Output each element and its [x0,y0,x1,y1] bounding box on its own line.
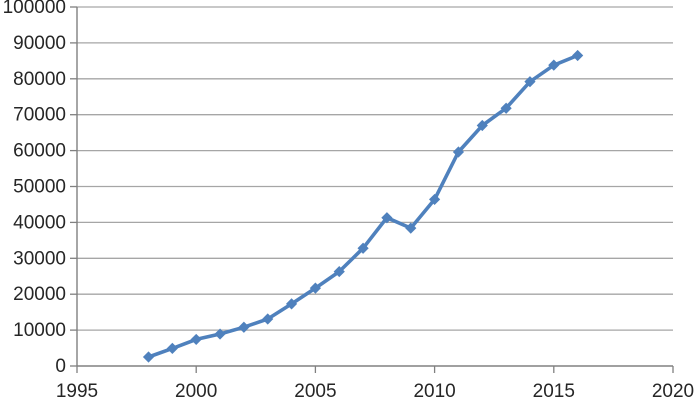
data-point-2009 [405,222,417,234]
x-tick-label-2020: 2020 [652,381,694,401]
y-tick-label-100000: 100000 [3,0,66,18]
y-tick-label-20000: 20000 [13,284,66,305]
x-tick-label-2015: 2015 [533,381,575,401]
x-tick-label-1995: 1995 [56,381,98,401]
data-point-2005 [309,282,321,294]
data-point-2002 [238,321,250,333]
data-point-2000 [190,333,202,346]
data-point-2004 [285,298,298,310]
data-point-2010 [429,193,441,206]
x-tick-label-2000: 2000 [175,381,217,401]
data-point-2003 [262,313,274,325]
data-point-2006 [333,265,345,278]
data-point-2013 [500,102,512,114]
x-tick-label-2010: 2010 [413,381,455,401]
data-point-2008 [381,212,393,224]
y-tick-label-10000: 10000 [13,320,66,341]
x-tick-label-2005: 2005 [294,381,336,401]
data-point-2012 [476,119,488,132]
data-point-2007 [357,242,369,254]
data-point-2016 [572,49,584,62]
y-tick-label-70000: 70000 [13,105,66,126]
data-point-1998 [142,351,155,363]
data-point-2001 [214,328,226,340]
y-tick-label-0: 0 [55,356,66,377]
y-tick-label-40000: 40000 [13,212,66,233]
y-tick-label-80000: 80000 [13,69,66,90]
data-point-2014 [524,76,536,88]
series-line [146,53,580,359]
data-point-1999 [166,342,178,355]
y-tick-label-60000: 60000 [13,141,66,162]
y-tick-label-50000: 50000 [13,177,66,198]
y-tick-label-30000: 30000 [13,248,66,269]
y-tick-label-90000: 90000 [13,33,66,54]
data-point-2011 [452,146,465,158]
data-point-2015 [548,59,560,71]
